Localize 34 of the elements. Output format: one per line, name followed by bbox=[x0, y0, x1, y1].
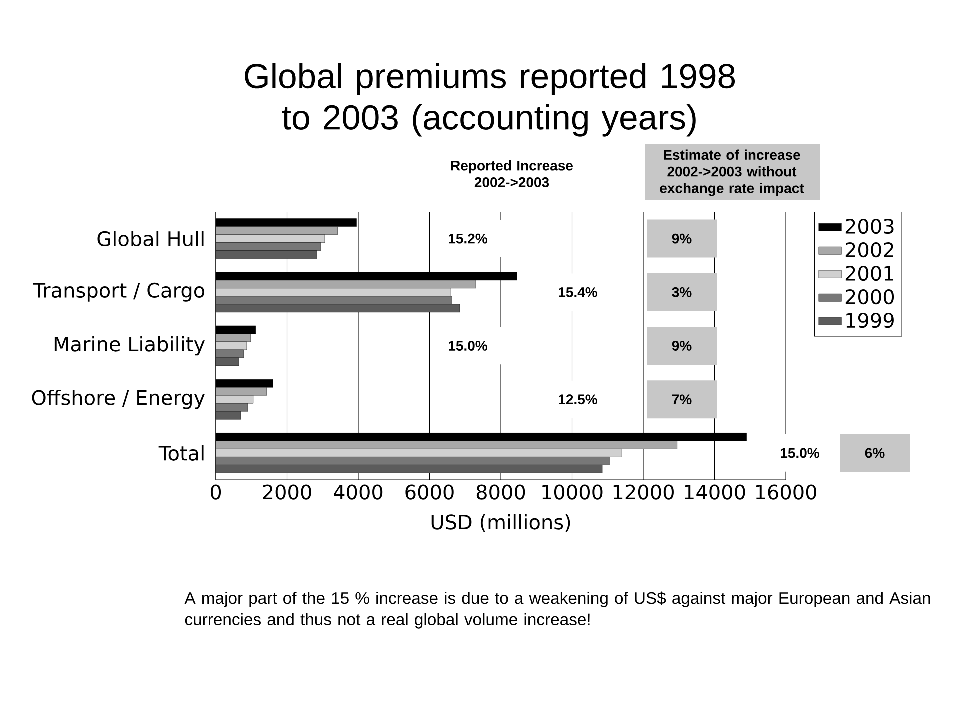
y-tick-label: Transport / Cargo bbox=[33, 282, 205, 302]
x-tick-label: 2000 bbox=[263, 484, 312, 500]
legend-label: 2002 bbox=[846, 242, 894, 258]
legend-label: 2003 bbox=[846, 218, 894, 234]
x-tick-label: 16000 bbox=[756, 484, 816, 500]
x-tick-label: 12000 bbox=[614, 484, 674, 500]
annotation: 9% bbox=[672, 341, 692, 351]
x-tick-label: 4000 bbox=[334, 484, 383, 500]
x-tick-label: 14000 bbox=[685, 484, 746, 500]
y-tick-label: Offshore / Energy bbox=[32, 390, 206, 410]
x-tick-label: 6000 bbox=[406, 484, 454, 500]
x-tick-label: 0 bbox=[210, 484, 222, 500]
legend-label: 2000 bbox=[846, 289, 894, 305]
legend-label: 1999 bbox=[846, 312, 894, 328]
text: Reported Increase 2002->2003 bbox=[451, 160, 573, 188]
legend-label: 2001 bbox=[846, 266, 894, 282]
annotation: 15.4% bbox=[559, 287, 598, 298]
annotation: 15.2% bbox=[449, 234, 488, 244]
x-tick-label: 10000 bbox=[542, 484, 603, 500]
annotation: 12.5% bbox=[559, 394, 598, 405]
y-tick-label: Marine Liability bbox=[54, 336, 206, 356]
annotation: 9% bbox=[672, 234, 692, 244]
annotation: 3% bbox=[672, 287, 692, 298]
y-tick-label: Total bbox=[158, 445, 204, 461]
y-tick-label: Global Hull bbox=[98, 231, 204, 247]
text: Estimate of increase 2002->2003 without exchange rate impact bbox=[660, 150, 804, 196]
text: A major part of the 15 % increase is due to a weakening of US$ against major European and Asian currencies and thus not a real global volume increase! bbox=[184, 592, 930, 629]
annotation: 15.0% bbox=[449, 341, 488, 351]
x-tick-label: 8000 bbox=[476, 484, 526, 500]
chart-title: Global premiums reported 1998 to 2003 (accounting years) bbox=[245, 63, 736, 137]
x-axis-title: USD (millions) bbox=[432, 514, 570, 532]
text: 6% bbox=[865, 448, 885, 458]
annotation: 7% bbox=[672, 394, 692, 405]
annotation: 15.0% bbox=[781, 448, 820, 458]
